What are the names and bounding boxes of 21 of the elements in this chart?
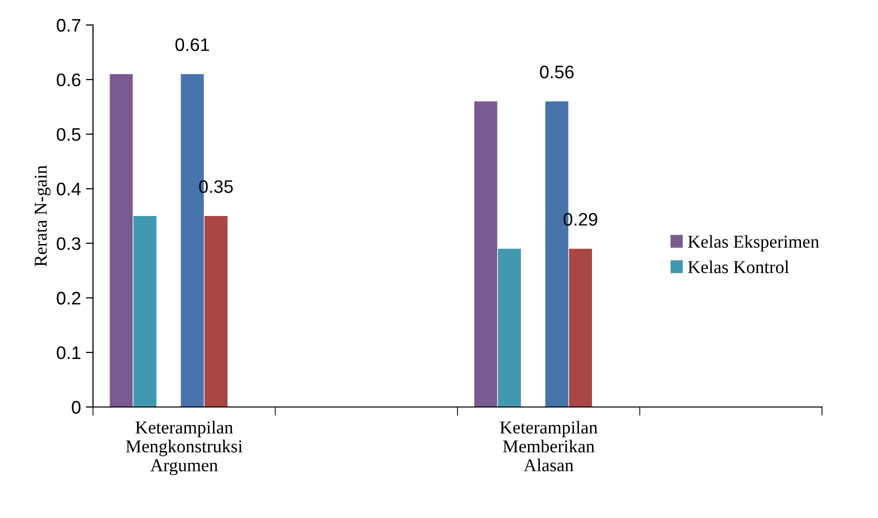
y-tick-label: 0 bbox=[72, 400, 80, 414]
bar bbox=[569, 248, 592, 407]
bar bbox=[204, 216, 228, 407]
y-axis-title: Rerata N-gain bbox=[34, 165, 51, 266]
y-tick-label: 0.7 bbox=[56, 18, 80, 32]
data-label: 0.56 bbox=[540, 66, 574, 78]
y-tick-label: 0.5 bbox=[56, 128, 80, 141]
bar bbox=[133, 216, 156, 407]
x-tick-label: Keterampilan Memberikan Alasan bbox=[500, 420, 598, 472]
legend-label: Kelas Eksperimen bbox=[688, 235, 820, 252]
legend-label: Kelas Kontrol bbox=[688, 260, 789, 274]
x-tick-label: Keterampilan Mengkonstruksi Argumen bbox=[126, 420, 242, 476]
bar bbox=[498, 248, 521, 407]
data-label: 0.61 bbox=[175, 38, 210, 52]
bar bbox=[110, 74, 133, 407]
y-tick-label: 0.3 bbox=[56, 237, 80, 250]
y-tick-label: 0.6 bbox=[56, 74, 80, 86]
bar bbox=[474, 101, 498, 407]
y-tick-label: 0.4 bbox=[56, 182, 81, 196]
y-tick-label: 0.1 bbox=[56, 346, 80, 360]
y-tick-label: 0.2 bbox=[56, 292, 80, 305]
